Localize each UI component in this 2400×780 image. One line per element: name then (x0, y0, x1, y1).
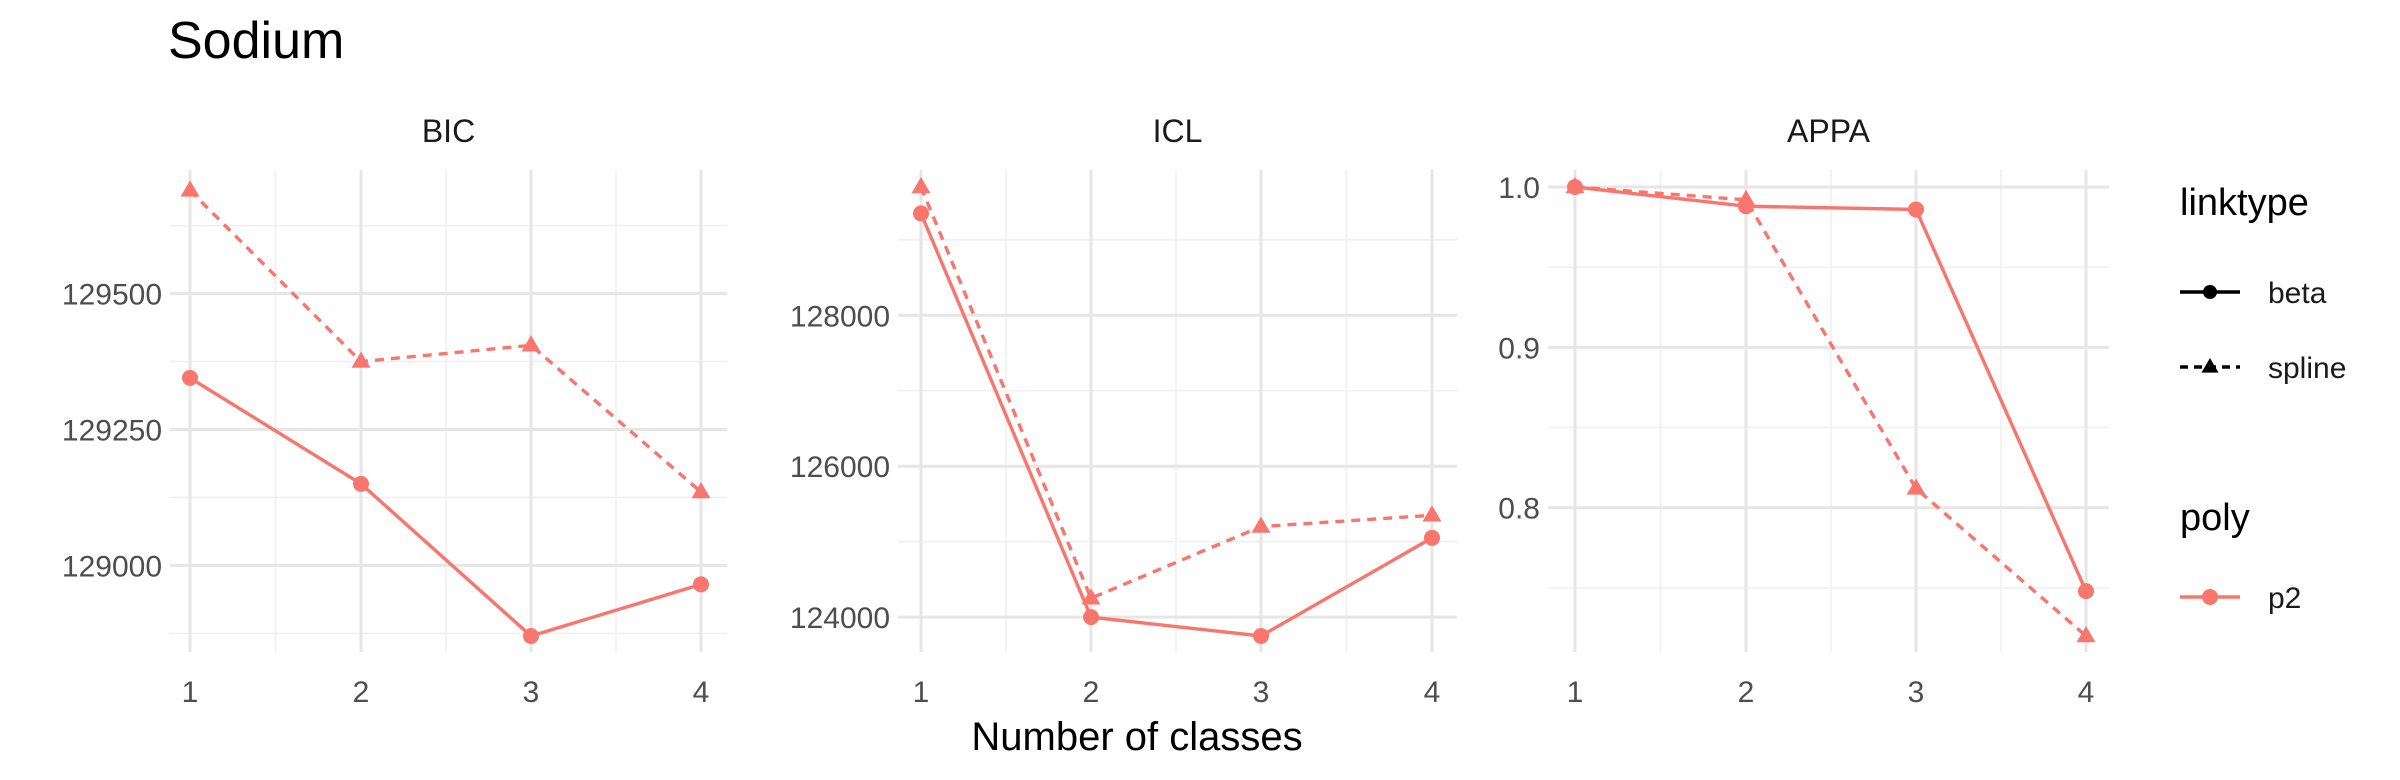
x-tick-label: 4 (693, 676, 710, 709)
panel-appa: APPA 1 2 3 4 0.8 0.9 1.0 (1498, 113, 2109, 709)
legend-group-poly: poly p2 (2180, 497, 2301, 615)
data-point-spline (1736, 189, 1756, 207)
panel-icl: ICL 1 2 3 4 124000 126000 128000 (790, 113, 1457, 709)
panel-label: APPA (1787, 113, 1871, 149)
x-tick-label: 1 (1567, 676, 1584, 709)
legend-title: linktype (2180, 182, 2309, 224)
x-tick-label: 1 (913, 676, 930, 709)
data-point-spline (1251, 516, 1271, 533)
legend-key-marker (2202, 589, 2218, 605)
x-tick-label: 2 (1083, 676, 1100, 709)
data-point-spline (1422, 505, 1442, 522)
legend-key-marker (2203, 285, 2217, 299)
x-tick-label: 3 (1253, 676, 1270, 709)
x-tick-label: 4 (2078, 676, 2095, 709)
series-line-beta (1574, 185, 2088, 592)
x-axis-title: Number of classes (971, 715, 1302, 759)
y-tick-label: 0.8 (1498, 493, 1540, 526)
data-point-spline (521, 335, 541, 352)
data-point-beta (2078, 583, 2094, 600)
x-tick-label: 2 (1738, 676, 1755, 709)
legend: linktype beta spline poly p2 (2180, 182, 2346, 615)
data-point-spline (351, 351, 371, 368)
data-point-beta (693, 576, 709, 593)
data-point-beta (1908, 201, 1924, 218)
legend-label: beta (2268, 277, 2327, 310)
data-point-spline (2076, 626, 2096, 643)
series-line-spline (188, 189, 703, 494)
legend-label: spline (2268, 352, 2346, 385)
x-tick-label: 2 (353, 676, 370, 709)
series-line-spline (1574, 185, 2088, 638)
legend-label: p2 (2268, 582, 2301, 615)
y-tick-label: 124000 (790, 602, 890, 635)
x-tick-label: 3 (523, 676, 540, 709)
data-point-beta (182, 369, 198, 386)
data-point-spline (1565, 177, 1585, 194)
panel-label: ICL (1153, 113, 1203, 149)
y-tick-label: 128000 (790, 300, 890, 333)
x-tick-label: 1 (182, 676, 199, 709)
legend-title: poly (2180, 497, 2250, 539)
data-point-beta (1253, 628, 1269, 644)
y-tick-label: 1.0 (1498, 172, 1540, 205)
x-tick-label: 4 (1424, 676, 1441, 709)
y-tick-label: 129500 (62, 279, 162, 312)
legend-group-linktype: linktype beta spline (2180, 182, 2346, 385)
data-point-spline (911, 177, 931, 194)
y-tick-label: 126000 (790, 451, 890, 484)
y-tick-label: 129000 (62, 550, 162, 583)
x-tick-label: 3 (1908, 676, 1925, 709)
data-point-spline (180, 180, 200, 197)
data-point-beta (353, 475, 369, 492)
panel-bic: BIC 1 2 3 4 129000 129250 129500 (62, 113, 727, 709)
data-point-beta (523, 628, 539, 644)
legend-key-marker (2201, 358, 2219, 373)
series-line-beta (189, 376, 702, 638)
data-point-beta (1424, 529, 1440, 546)
series-line-beta (919, 212, 1433, 638)
y-tick-label: 0.9 (1498, 332, 1540, 365)
chart-title: Sodium (168, 12, 344, 70)
data-point-spline (1081, 588, 1101, 605)
panel-label: BIC (422, 113, 475, 149)
data-point-spline (1906, 478, 1926, 495)
data-point-spline (691, 482, 711, 499)
data-point-beta (1083, 609, 1099, 626)
data-point-beta (913, 205, 929, 222)
y-tick-label: 129250 (62, 415, 162, 448)
